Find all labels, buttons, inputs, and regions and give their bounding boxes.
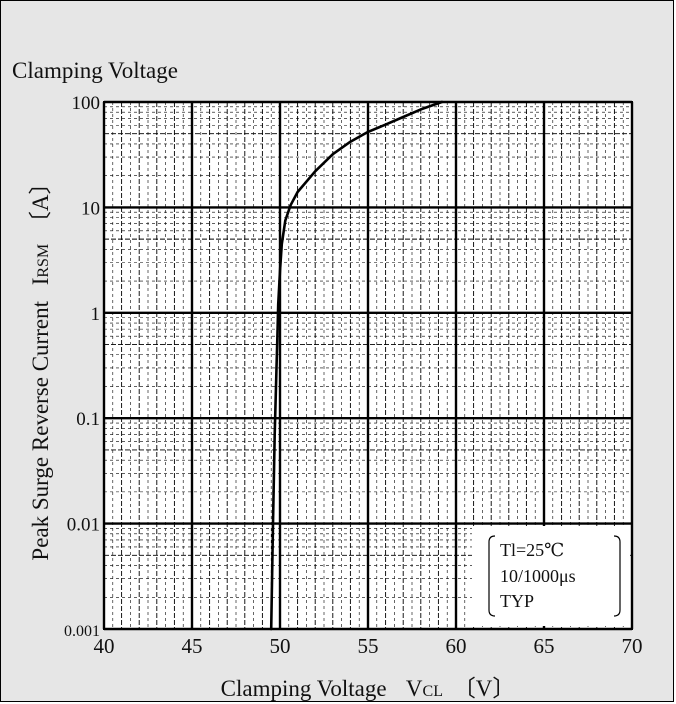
x-tick-label: 45 — [182, 634, 203, 658]
x-tick-label: 50 — [270, 634, 291, 658]
x-tick-label: 40 — [94, 634, 115, 658]
left-bracket-icon — [488, 535, 496, 617]
y-tick-label: 0.001 — [64, 623, 100, 640]
series-line-clamping — [269, 100, 444, 631]
x-tick-label: 70 — [622, 634, 643, 658]
x-axis-label-main: Clamping Voltage — [221, 676, 387, 701]
condition-typ: TYP — [500, 591, 534, 611]
plot-border — [103, 101, 633, 630]
x-tick-label: 60 — [446, 634, 467, 658]
x-axis-label: Clamping Voltage VCL 〔V〕 — [221, 676, 516, 701]
y-tick-label: 0.01 — [67, 515, 100, 536]
y-tick-label: 100 — [72, 93, 101, 114]
condition-temp: Tl=25℃ — [500, 540, 564, 560]
y-tick-labels: 0.001 0.01 0.1 1 10 100 — [64, 93, 100, 640]
y-axis-label: Peak Surge Reverse Current IRSM 〔A〕 — [28, 171, 53, 560]
y-tick-label: 0.1 — [76, 409, 100, 430]
y-axis-label-main: Peak Surge Reverse Current — [28, 300, 53, 560]
y-axis-label-unit: 〔A〕 — [28, 171, 53, 234]
condition-box-bg — [472, 526, 630, 626]
y-axis-label-symbol: I — [28, 278, 53, 286]
x-tick-label: 55 — [358, 634, 379, 658]
y-tick-label: 1 — [91, 304, 101, 325]
x-axis-label-subscript: CL — [423, 683, 443, 700]
x-tick-labels: 40 45 50 55 60 65 70 — [94, 634, 643, 658]
y-tick-label: 10 — [81, 198, 100, 219]
y-axis-label-subscript: RSM — [35, 244, 52, 278]
x-tick-label: 65 — [534, 634, 555, 658]
x-axis-label-symbol: V — [406, 676, 423, 701]
x-axis-label-unit: 〔V〕 — [453, 676, 516, 701]
condition-box: Tl=25℃ 10/1000μs TYP — [472, 526, 630, 626]
right-bracket-icon — [613, 535, 621, 617]
condition-pulse: 10/1000μs — [500, 566, 576, 586]
svg-text:Peak Surge Reverse Current: Peak Surge Reverse Current IRSM 〔A〕 — [28, 171, 53, 560]
chart-title: Clamping Voltage — [12, 58, 178, 83]
